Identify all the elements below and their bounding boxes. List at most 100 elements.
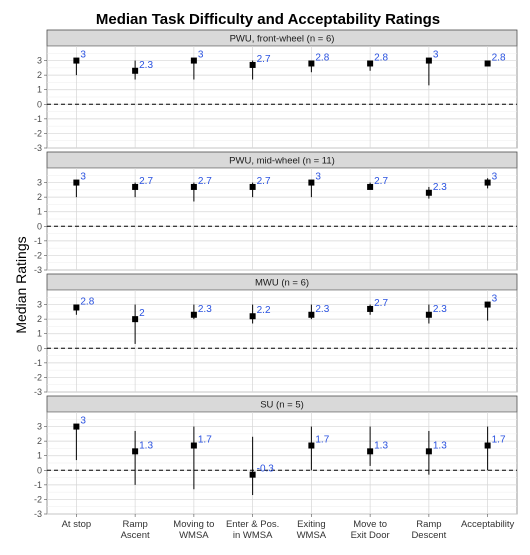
data-label: 2.3 bbox=[139, 60, 153, 71]
y-tick-label: 2 bbox=[37, 192, 42, 202]
y-tick-label: -3 bbox=[34, 387, 42, 397]
y-tick-label: 2 bbox=[37, 436, 42, 446]
data-label: 3 bbox=[80, 50, 86, 61]
data-label: 3 bbox=[492, 172, 498, 183]
data-point bbox=[484, 179, 491, 186]
x-tick-label: Descent bbox=[411, 530, 446, 541]
data-label: 3 bbox=[492, 294, 498, 305]
data-label: 2.7 bbox=[257, 176, 271, 187]
x-tick-label: Enter & Pos. bbox=[226, 519, 279, 530]
data-point bbox=[73, 57, 80, 64]
panel-strip-label: PWU, front-wheel (n = 6) bbox=[230, 34, 335, 45]
panel-strip-label: PWU, mid-wheel (n = 11) bbox=[229, 156, 335, 167]
data-label: 2 bbox=[139, 308, 145, 319]
data-label: 2.3 bbox=[433, 182, 447, 193]
y-axis-label: Median Ratings bbox=[13, 236, 29, 333]
data-point bbox=[308, 311, 315, 318]
data-label: 2.8 bbox=[492, 52, 506, 63]
data-label: 3 bbox=[433, 50, 439, 61]
data-label: 2.2 bbox=[257, 305, 271, 316]
data-point bbox=[484, 60, 491, 67]
y-tick-label: 1 bbox=[37, 85, 42, 95]
data-point bbox=[132, 67, 139, 74]
y-tick-label: 0 bbox=[37, 465, 42, 475]
data-point bbox=[249, 61, 256, 68]
data-point bbox=[367, 183, 374, 190]
data-point bbox=[132, 316, 139, 323]
data-point bbox=[249, 183, 256, 190]
data-point bbox=[425, 448, 432, 455]
y-tick-label: -3 bbox=[34, 265, 42, 275]
data-label: 2.8 bbox=[374, 52, 388, 63]
data-label: 3 bbox=[315, 172, 321, 183]
data-point bbox=[367, 305, 374, 312]
data-point bbox=[132, 448, 139, 455]
data-point bbox=[367, 448, 374, 455]
data-label: 1.7 bbox=[198, 435, 212, 446]
y-tick-label: -2 bbox=[34, 494, 42, 504]
data-label: 1.7 bbox=[492, 435, 506, 446]
data-label: 2.7 bbox=[374, 298, 388, 309]
x-tick-label: Ramp bbox=[416, 519, 441, 530]
data-label: 2.7 bbox=[139, 176, 153, 187]
data-label: 2.3 bbox=[198, 304, 212, 315]
panel-2: PWU, mid-wheel (n = 11) -3 -2 -1 0 1 2 3 3 2.7 2.7… bbox=[34, 151, 518, 275]
data-point bbox=[249, 313, 256, 320]
y-tick-label: 0 bbox=[37, 99, 42, 109]
data-point bbox=[190, 311, 197, 318]
data-point bbox=[484, 301, 491, 308]
data-label: 1.7 bbox=[315, 435, 329, 446]
x-tick-label: Moving to bbox=[173, 519, 214, 530]
panel-1: PWU, front-wheel (n = 6) -3 -2 -1 0 1 2 3 3 2.3 3 2… bbox=[34, 29, 518, 153]
data-label: 1.3 bbox=[139, 440, 153, 451]
data-label: 2.7 bbox=[374, 176, 388, 187]
x-tick-label: Exiting bbox=[297, 519, 326, 530]
chart-title: Median Task Difficulty and Acceptability… bbox=[96, 11, 440, 28]
y-tick-label: -1 bbox=[34, 236, 42, 246]
data-point bbox=[73, 179, 80, 186]
y-tick-label: 3 bbox=[37, 422, 42, 432]
data-label: 2.8 bbox=[315, 52, 329, 63]
x-tick-label: Move to bbox=[353, 519, 387, 530]
y-tick-label: -2 bbox=[34, 128, 42, 138]
y-tick-label: 2 bbox=[37, 314, 42, 324]
data-label: 2.7 bbox=[198, 176, 212, 187]
data-point bbox=[425, 189, 432, 196]
y-tick-label: -3 bbox=[34, 509, 42, 519]
panel-strip-label: MWU (n = 6) bbox=[255, 278, 309, 289]
data-point bbox=[132, 183, 139, 190]
x-tick-label: Ascent bbox=[121, 530, 150, 541]
y-tick-label: -3 bbox=[34, 143, 42, 153]
data-point bbox=[367, 60, 374, 67]
y-tick-label: 1 bbox=[37, 329, 42, 339]
data-label: 2.3 bbox=[315, 304, 329, 315]
data-label: 3 bbox=[80, 172, 86, 183]
x-tick-label: Exit Door bbox=[351, 530, 390, 541]
y-tick-label: 3 bbox=[37, 178, 42, 188]
panels-group: PWU, front-wheel (n = 6) -3 -2 -1 0 1 2 3 3 2.3 3 2… bbox=[34, 29, 518, 519]
x-tick-label: WMSA bbox=[297, 530, 327, 541]
data-point bbox=[73, 304, 80, 311]
y-tick-label: 0 bbox=[37, 343, 42, 353]
x-tick-label: Ramp bbox=[122, 519, 147, 530]
y-tick-label: 3 bbox=[37, 300, 42, 310]
data-point bbox=[425, 311, 432, 318]
data-point bbox=[190, 183, 197, 190]
data-label: 2.3 bbox=[433, 304, 447, 315]
panel-3: MWU (n = 6) -3 -2 -1 0 1 2 3 2.8 2 2.3 2.2 2.3 2.7 2.3… bbox=[34, 273, 518, 397]
x-tick-label: WMSA bbox=[179, 530, 209, 541]
y-tick-label: -2 bbox=[34, 372, 42, 382]
y-tick-label: 2 bbox=[37, 70, 42, 80]
x-tick-label: Acceptability bbox=[461, 519, 515, 530]
x-tick-label: At stop bbox=[62, 519, 92, 530]
y-tick-label: 1 bbox=[37, 207, 42, 217]
panel-4: SU (n = 5) -3 -2 -1 0 1 2 3 3 1.3 1.7 -0.3 1.7 1.3 1.3… bbox=[34, 395, 518, 519]
y-tick-label: -1 bbox=[34, 358, 42, 368]
data-point bbox=[190, 57, 197, 64]
data-point bbox=[308, 179, 315, 186]
data-point bbox=[308, 60, 315, 67]
data-point bbox=[425, 57, 432, 64]
data-point bbox=[190, 442, 197, 449]
